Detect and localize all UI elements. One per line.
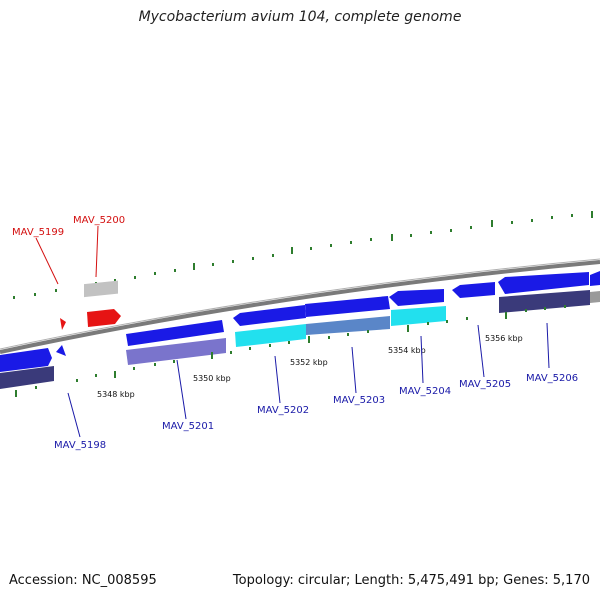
gene-label-mav-5202[interactable]: MAV_5202	[257, 405, 309, 416]
scale-labels: 5348 kbp 5350 kbp 5352 kbp 5354 kbp 5356…	[97, 334, 523, 399]
gene-label-mav-5201[interactable]: MAV_5201	[162, 421, 214, 432]
gene-mav-5201-lower[interactable]	[126, 338, 226, 365]
gene-mav-5207-lower[interactable]	[590, 291, 600, 303]
gene-label-mav-5204[interactable]: MAV_5204	[399, 386, 451, 397]
scale-label: 5352 kbp	[290, 358, 328, 367]
gene-mav-5204[interactable]	[389, 289, 444, 306]
gene-mav-5204-lower[interactable]	[391, 306, 446, 326]
gene-mav-5202-lower[interactable]	[235, 324, 306, 347]
gene-mav-5198-b[interactable]	[56, 345, 66, 356]
gene-labels: MAV_5199 MAV_5200 MAV_5198 MAV_5201 MAV_…	[12, 215, 578, 451]
scale-label: 5350 kbp	[193, 374, 231, 383]
label-leaders	[35, 225, 550, 438]
reverse-genes	[0, 290, 600, 389]
backbone	[0, 258, 600, 354]
gene-mav-5203[interactable]	[305, 296, 390, 317]
gene-label-mav-5198[interactable]: MAV_5198	[54, 440, 106, 451]
gene-mav-5206[interactable]	[498, 272, 589, 294]
genome-summary: Topology: circular; Length: 5,475,491 bp…	[232, 573, 590, 588]
map-title: Mycobacterium avium 104, complete genome	[138, 9, 462, 25]
gene-label-mav-5206[interactable]: MAV_5206	[526, 373, 578, 384]
gene-mav-5201[interactable]	[126, 320, 224, 346]
gene-mav-5199-arrow[interactable]	[60, 318, 66, 330]
inner-tick-ring	[15, 305, 566, 397]
gene-mav-5198-lower[interactable]	[0, 366, 54, 389]
gene-mav-5200-pseudo[interactable]	[84, 280, 118, 298]
scale-label: 5354 kbp	[388, 346, 426, 355]
scale-label: 5356 kbp	[485, 334, 523, 343]
gene-mav-5206-lower[interactable]	[499, 290, 590, 313]
gene-mav-5202[interactable]	[233, 305, 306, 326]
gene-label-mav-5205[interactable]: MAV_5205	[459, 379, 511, 390]
gene-mav-5198-a[interactable]	[0, 348, 52, 372]
gene-mav-5200-arrow[interactable]	[87, 309, 121, 327]
gene-mav-5203-lower[interactable]	[306, 316, 390, 335]
forward-track	[60, 280, 121, 330]
gene-label-mav-5200[interactable]: MAV_5200	[73, 215, 125, 226]
gene-mav-5205[interactable]	[452, 282, 495, 298]
gene-mav-5207-partial[interactable]	[590, 271, 600, 286]
gene-label-mav-5203[interactable]: MAV_5203	[333, 395, 385, 406]
scale-label: 5348 kbp	[97, 390, 135, 399]
accession-label: Accession: NC_008595	[9, 573, 157, 588]
gene-label-mav-5199[interactable]: MAV_5199	[12, 227, 64, 238]
forward-genes	[0, 271, 600, 372]
